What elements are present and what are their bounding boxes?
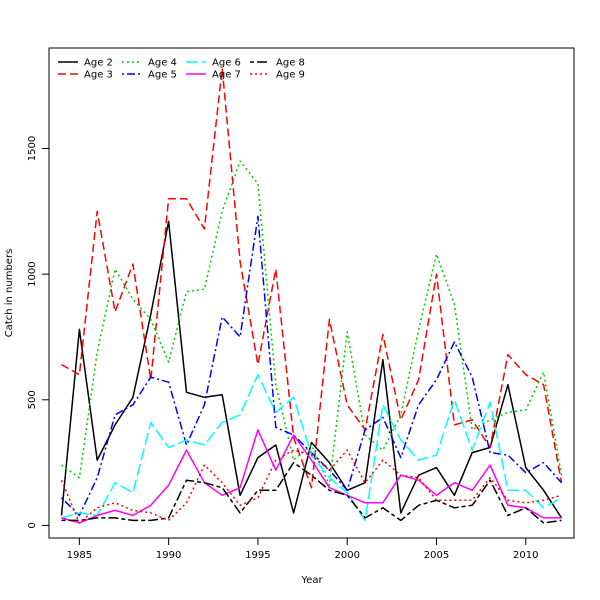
series-line-age-9 bbox=[60, 449, 562, 524]
x-axis-title: Year bbox=[300, 575, 323, 586]
x-tick-label: 2005 bbox=[424, 550, 449, 561]
x-tick-label: 1995 bbox=[245, 550, 270, 561]
x-tick-label: 2010 bbox=[513, 550, 538, 561]
series-line-age-3 bbox=[61, 67, 563, 489]
legend-item-age-6: Age 6 bbox=[186, 58, 241, 69]
y-axis-title: Catch in numbers bbox=[4, 249, 15, 338]
legend-item-age-8: Age 8 bbox=[250, 58, 305, 69]
y-tick-label: 1000 bbox=[27, 261, 38, 286]
x-tick-label: 1990 bbox=[156, 550, 181, 561]
legend-label: Age 3 bbox=[84, 70, 113, 81]
legend-label: Age 7 bbox=[212, 70, 241, 81]
legend-item-age-5: Age 5 bbox=[122, 70, 177, 81]
legend-label: Age 4 bbox=[148, 58, 177, 69]
y-tick-label: 500 bbox=[27, 390, 38, 409]
legend-label: Age 5 bbox=[148, 70, 177, 81]
legend-label: Age 8 bbox=[276, 58, 305, 69]
x-tick-label: 1985 bbox=[67, 550, 92, 561]
legend-item-age-4: Age 4 bbox=[122, 58, 177, 69]
legend-item-age-9: Age 9 bbox=[250, 70, 305, 81]
y-tick-label: 0 bbox=[27, 522, 38, 528]
y-axis: 0 500 1000 1500 bbox=[27, 136, 50, 529]
series-layer bbox=[60, 67, 563, 524]
series-line-age-4 bbox=[61, 160, 563, 486]
legend-label: Age 6 bbox=[212, 58, 241, 69]
x-axis: 1985 1990 1995 2000 2005 2010 bbox=[67, 537, 539, 561]
series-line-age-7 bbox=[61, 429, 562, 524]
legend-label: Age 2 bbox=[84, 58, 113, 69]
series-line-age-2 bbox=[60, 220, 563, 519]
legend-item-age-2: Age 2 bbox=[58, 58, 113, 69]
y-tick-label: 1500 bbox=[27, 136, 38, 161]
series-line-age-8 bbox=[61, 461, 562, 524]
legend-item-age-7: Age 7 bbox=[186, 70, 241, 81]
legend-label: Age 9 bbox=[276, 70, 305, 81]
x-tick-label: 2000 bbox=[334, 550, 359, 561]
legend-item-age-3: Age 3 bbox=[58, 70, 113, 81]
